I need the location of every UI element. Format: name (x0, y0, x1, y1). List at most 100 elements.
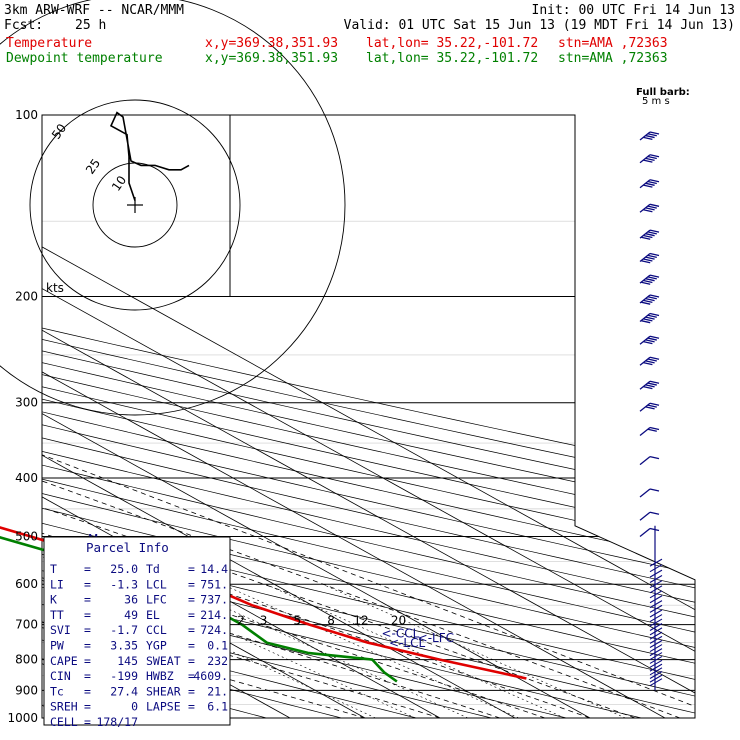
pressure-tick-label: 700 (15, 618, 38, 632)
barb-key-value: 5 m s (642, 96, 670, 107)
wind-barb (639, 380, 660, 390)
parcel-value: 145 (117, 654, 138, 668)
isotherm (42, 115, 516, 718)
pressure-tick-label: 500 (15, 529, 38, 543)
temperature-line (0, 526, 527, 680)
wind-barb (639, 131, 660, 141)
parcel-label: SWEAT (146, 654, 181, 668)
parcel-label: TT (50, 608, 64, 622)
wind-barb (649, 640, 663, 648)
barb-key: Full barb: 5 m s (636, 87, 690, 107)
mixing-ratio-line (265, 583, 565, 718)
moist-adiabat (42, 296, 366, 718)
parcel-label: CIN (50, 669, 71, 683)
dry-adiabat (42, 115, 695, 718)
wind-barb (639, 179, 660, 189)
parcel-value: 25.0 (110, 562, 138, 576)
parcel-value: 751. (200, 577, 228, 591)
parcel-info-panel: Parcel Info T = 25.0 Td = 14.4 LI = -1.3 LCL = 751.… (43, 536, 231, 729)
parcel-label: CCL (146, 623, 167, 637)
wind-barb (649, 627, 663, 636)
hodograph-ring-label: 25 (83, 156, 103, 177)
forecast-hour: 25 h (75, 18, 106, 33)
dew-legend-xy: x,y=369.38,351.93 (205, 51, 338, 66)
dew-legend-name: Dewpoint temperature (6, 51, 163, 66)
parcel-eq: = (188, 654, 195, 668)
parcel-value: -1.7 (110, 623, 138, 637)
dewpoint-temperature-line (0, 536, 398, 683)
parcel-value: 36 (124, 593, 138, 607)
pressure-tick-label: 900 (15, 683, 38, 697)
parcel-value: 6.1 (207, 700, 228, 714)
pressure-tick-label: 100 (15, 108, 38, 122)
parcel-label: LAPSE (146, 700, 181, 714)
parcel-value: 49 (124, 608, 138, 622)
parcel-value: 14.4 (200, 562, 228, 576)
parcel-eq: = (84, 639, 91, 653)
wind-barb (639, 252, 660, 264)
wind-barb (649, 564, 663, 573)
wind-barb (639, 455, 660, 466)
parcel-label: EL (146, 608, 160, 622)
dry-adiabat (42, 115, 695, 718)
parcel-eq: = (84, 623, 91, 637)
temp-legend-name: Temperature (6, 36, 92, 51)
wind-barb (649, 618, 663, 627)
mixing-ratio-label: 8 (327, 613, 335, 627)
wind-barb (649, 569, 663, 578)
valid-time: Valid: 01 UTC Sat 15 Jun 13 (19 MDT Fri … (344, 18, 735, 33)
wind-barb (639, 312, 660, 324)
parcel-info-title: Parcel Info (86, 540, 169, 555)
level-annotation: <-LCL (389, 636, 425, 650)
wind-barb (649, 623, 663, 631)
hodograph: 10 25 50 kts (0, 0, 346, 416)
dry-adiabat (42, 115, 620, 718)
barb-key-title: Full barb: (636, 87, 690, 98)
wind-barb (649, 667, 663, 676)
parcel-label: LCL (146, 577, 167, 591)
level-annotation: <-CCL (382, 626, 420, 640)
parcel-eq: = (188, 684, 195, 698)
pressure-tick-label: 300 (15, 396, 38, 410)
parcel-eq: = (84, 684, 91, 698)
wind-barbs (639, 131, 663, 691)
wind-barb (649, 674, 663, 683)
wind-barb (649, 609, 663, 618)
parcel-eq: = (188, 577, 195, 591)
wind-barb (649, 678, 663, 687)
parcel-eq: = (84, 715, 91, 729)
dry-adiabat (42, 115, 695, 718)
parcel-eq: = (84, 654, 91, 668)
mixing-ratio-label: 2 (237, 613, 245, 627)
wind-barb (649, 631, 663, 640)
wind-barb (639, 229, 660, 240)
isotherm (42, 115, 695, 718)
wind-barb (649, 652, 663, 661)
parcel-value: 178/17 (96, 715, 138, 729)
wind-barb (649, 604, 663, 613)
parcel-eq: = (188, 700, 195, 714)
parcel-eq: = (84, 608, 91, 622)
temp-legend-latlon: lat,lon= 35.22,-101.72 (366, 36, 538, 51)
wind-barb (639, 294, 660, 305)
isotherm (42, 115, 695, 718)
init-time: Init: 00 UTC Fri 14 Jun 13 (532, 3, 736, 18)
wind-barb (639, 203, 660, 213)
isotherm (42, 115, 591, 718)
wind-barb (649, 590, 663, 599)
parcel-label: SHEAR (146, 684, 181, 698)
forecast-label: Fcst: (4, 18, 43, 33)
wind-barb (639, 356, 660, 366)
parcel-label: T (50, 562, 57, 576)
dry-adiabat (42, 115, 695, 718)
wind-barb (639, 511, 660, 521)
wind-barb (649, 671, 663, 679)
wind-barb (639, 426, 660, 436)
mixing-ratio-label: 5 (293, 613, 301, 627)
wind-barb (649, 600, 663, 609)
wind-barb (649, 595, 663, 604)
wind-barb (639, 274, 660, 285)
parcel-value: 4609. (193, 669, 228, 683)
pressure-tick-label: 600 (15, 577, 38, 591)
